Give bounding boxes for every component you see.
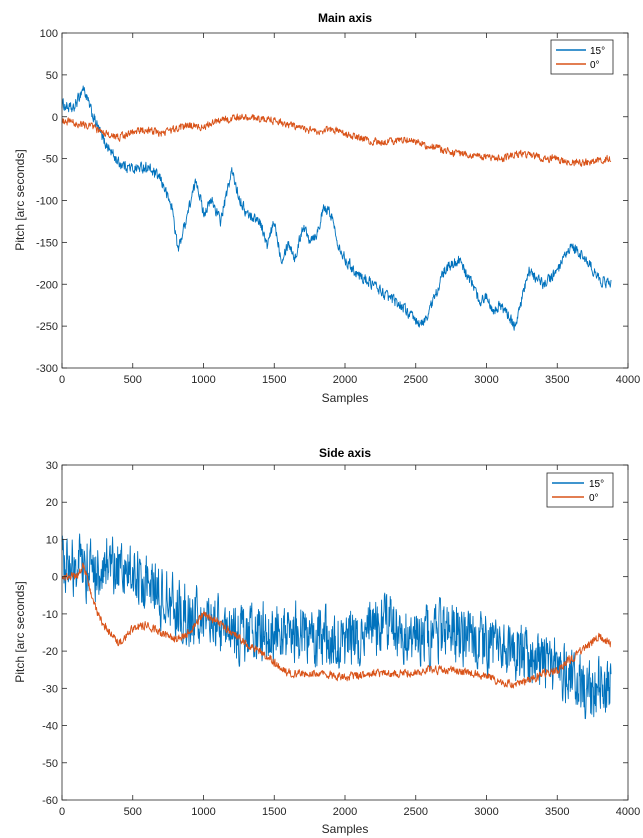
main-axis-xtick-label: 2000 bbox=[333, 374, 357, 386]
main-axis-xtick-label: 0 bbox=[59, 374, 65, 386]
side-axis-chart: Side axis Samples Pitch [arc seconds] 15… bbox=[13, 446, 640, 836]
side-axis-ytick-label: -10 bbox=[42, 609, 58, 621]
main-axis-legend-label-0: 0° bbox=[590, 60, 600, 71]
side-axis-ytick-label: -30 bbox=[42, 683, 58, 695]
side-axis-ylabel: Pitch [arc seconds] bbox=[13, 581, 27, 682]
side-axis-series-0deg-line bbox=[61, 562, 612, 689]
main-axis-ytick-label: -150 bbox=[36, 237, 58, 249]
main-axis-xlabel: Samples bbox=[322, 391, 369, 405]
side-axis-xtick-label: 2500 bbox=[404, 806, 428, 818]
side-axis-ytick-label: -50 bbox=[42, 758, 58, 770]
main-axis-series-15deg-line bbox=[61, 85, 612, 331]
side-axis-xtick-label: 0 bbox=[59, 806, 65, 818]
side-axis-series-15deg-line bbox=[61, 533, 612, 720]
main-axis-ytick-label: -200 bbox=[36, 279, 58, 291]
main-axis-ytick-label: -100 bbox=[36, 196, 58, 208]
side-axis-ytick-label: -60 bbox=[42, 795, 58, 807]
main-axis-xtick-label: 500 bbox=[124, 374, 142, 386]
side-axis-ytick-label: 0 bbox=[52, 572, 58, 584]
side-axis-ytick-label: 20 bbox=[46, 497, 58, 509]
side-axis-ytick-label: 30 bbox=[46, 460, 58, 472]
main-axis-ytick-label: 50 bbox=[46, 70, 58, 82]
side-axis-xtick-label: 3000 bbox=[474, 806, 498, 818]
side-axis-ytick-label: 10 bbox=[46, 534, 58, 546]
side-axis-xtick-label: 2000 bbox=[333, 806, 357, 818]
side-axis-xtick-label: 500 bbox=[124, 806, 142, 818]
main-axis-legend-box bbox=[550, 39, 614, 75]
main-axis-chart: Main axis Samples Pitch [arc seconds] 15… bbox=[13, 11, 640, 405]
main-axis-ytick-label: -50 bbox=[42, 154, 58, 166]
side-axis-xtick-label: 1500 bbox=[262, 806, 286, 818]
main-axis-ytick-label: 0 bbox=[52, 112, 58, 124]
side-axis-xlabel: Samples bbox=[322, 822, 369, 836]
side-axis-ytick-label: -20 bbox=[42, 646, 58, 658]
main-axis-series-0deg-line bbox=[61, 113, 612, 167]
main-axis-title: Main axis bbox=[318, 11, 372, 25]
main-axis-ytick-label: -300 bbox=[36, 363, 58, 375]
side-axis-legend-label-0: 0° bbox=[589, 493, 599, 504]
side-axis-ytick-label: -40 bbox=[42, 721, 58, 733]
main-axis-xtick-label: 3500 bbox=[545, 374, 569, 386]
main-axis-ytick-label: 100 bbox=[40, 28, 58, 40]
side-axis-title: Side axis bbox=[319, 446, 371, 460]
side-axis-xtick-label: 3500 bbox=[545, 806, 569, 818]
side-axis-legend-label-15: 15° bbox=[589, 479, 604, 490]
main-axis-xtick-label: 1500 bbox=[262, 374, 286, 386]
side-axis-xtick-label: 1000 bbox=[191, 806, 215, 818]
main-axis-legend-label-15: 15° bbox=[590, 46, 605, 57]
side-axis-xtick-label: 4000 bbox=[616, 806, 640, 818]
side-axis-legend: 15° 0° bbox=[546, 472, 614, 508]
main-axis-xtick-label: 2500 bbox=[404, 374, 428, 386]
side-axis-legend-box bbox=[546, 472, 614, 508]
main-axis-ylabel: Pitch [arc seconds] bbox=[13, 149, 27, 250]
main-axis-ytick-label: -250 bbox=[36, 321, 58, 333]
main-axis-xtick-label: 3000 bbox=[474, 374, 498, 386]
main-axis-xtick-label: 4000 bbox=[616, 374, 640, 386]
main-axis-xtick-label: 1000 bbox=[191, 374, 215, 386]
main-axis-legend: 15° 0° bbox=[550, 39, 614, 75]
